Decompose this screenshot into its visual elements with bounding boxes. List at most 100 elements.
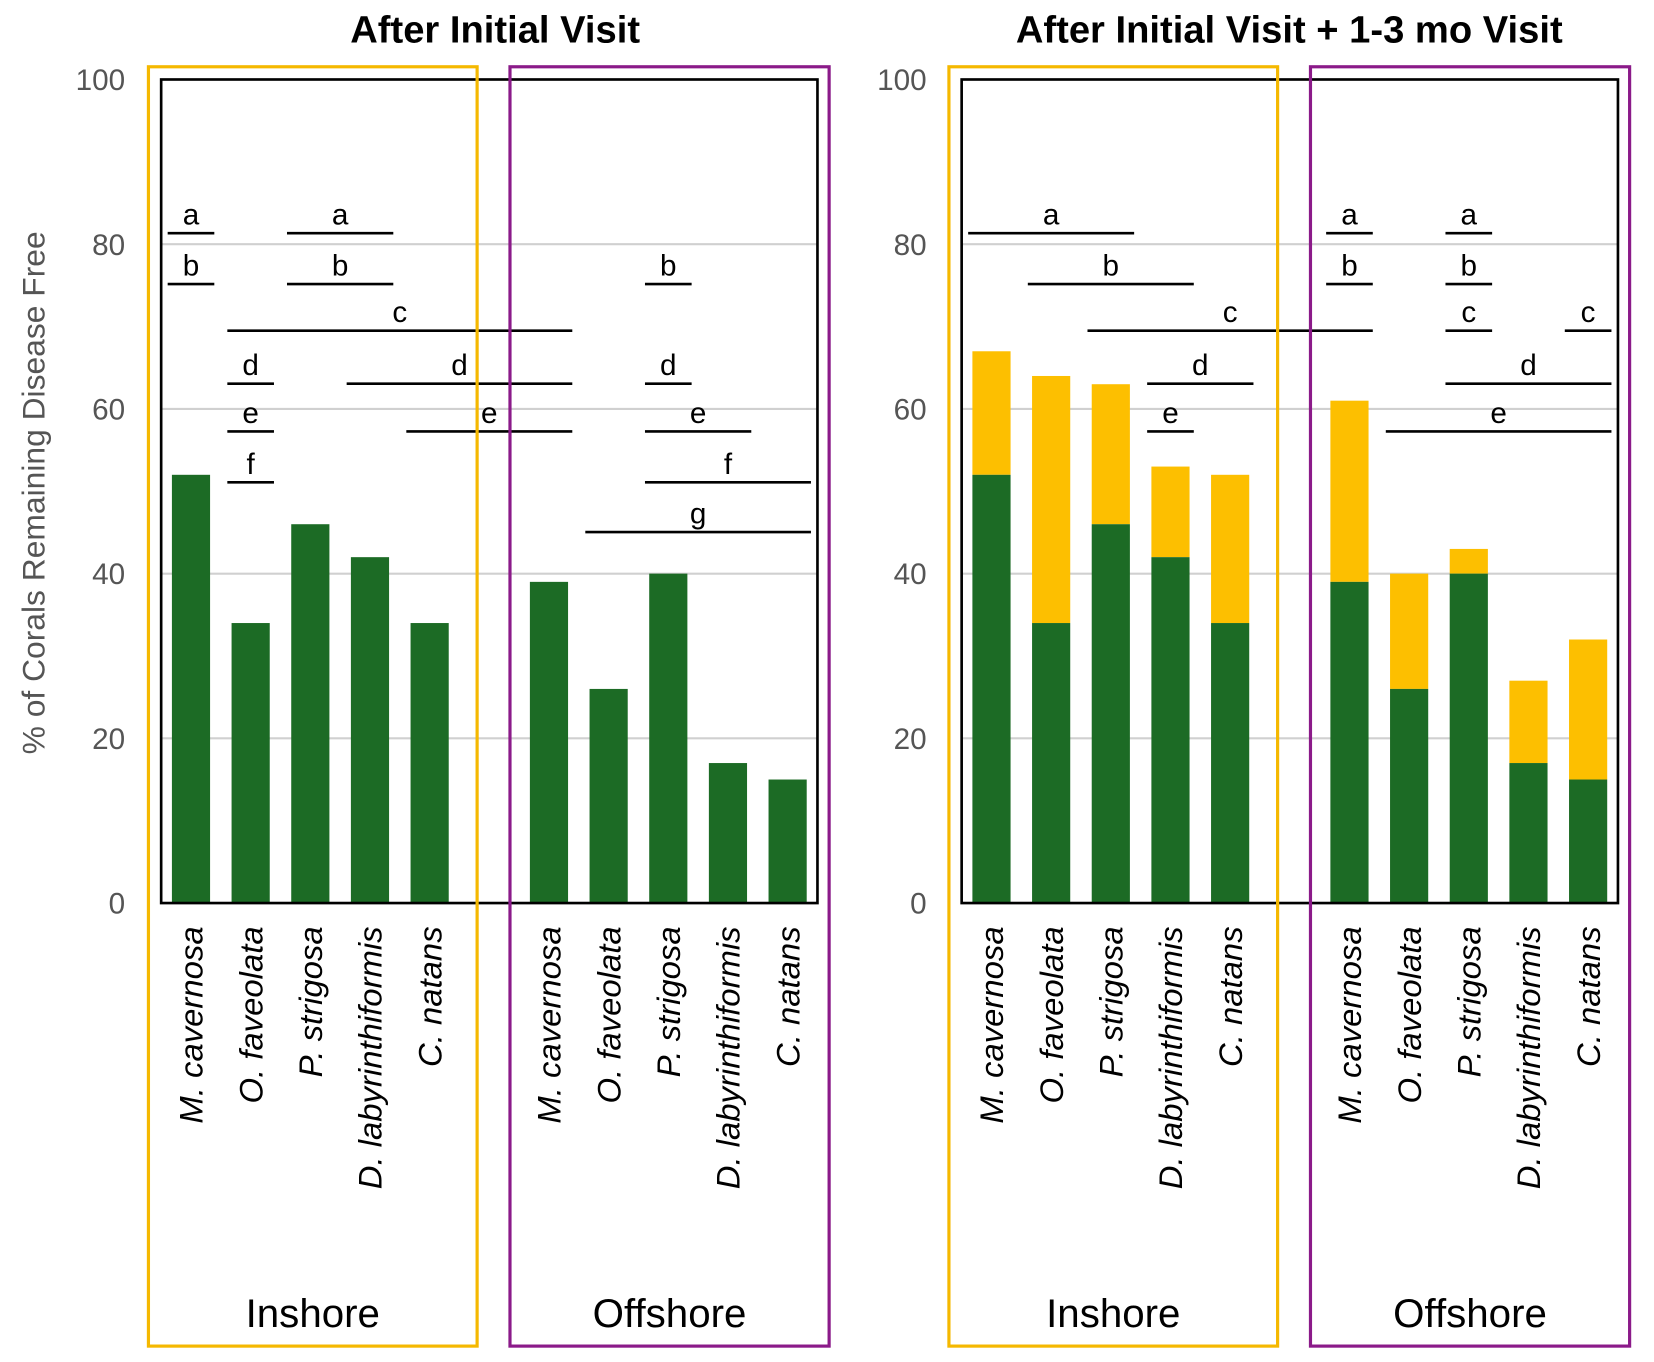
- category-label: D. labyrinthiformis: [1510, 926, 1547, 1189]
- y-tick-label: 20: [894, 723, 927, 756]
- significance-letter: c: [1223, 296, 1238, 329]
- group-label: Offshore: [593, 1291, 747, 1336]
- category-label: D. labyrinthiformis: [352, 926, 389, 1189]
- category-label: C. natans: [1570, 926, 1607, 1067]
- significance-letter: a: [332, 199, 349, 232]
- offshore-box: [508, 65, 831, 1348]
- y-tick-label: 0: [910, 888, 927, 921]
- significance-letter: e: [690, 397, 707, 430]
- significance-letter: d: [1192, 349, 1209, 382]
- bar-initial: [171, 474, 211, 904]
- bar-followup: [972, 351, 1011, 475]
- y-tick-label: 100: [877, 64, 927, 97]
- significance-letter: f: [724, 448, 733, 481]
- bar-initial: [708, 763, 748, 904]
- plot-frame: [960, 78, 1620, 905]
- significance-letter: d: [451, 349, 468, 382]
- bar-initial: [1330, 581, 1369, 904]
- chart-title: After Initial Visit + 1-3 mo Visit: [1016, 8, 1563, 51]
- bar-followup: [1032, 375, 1071, 624]
- y-tick-label: 40: [92, 558, 125, 591]
- y-tick-label: 60: [92, 394, 125, 427]
- bar-initial: [231, 623, 270, 904]
- significance-letter: b: [183, 250, 200, 283]
- y-tick-label: 0: [109, 888, 126, 921]
- significance-letter: b: [1103, 250, 1120, 283]
- bar-initial: [589, 688, 628, 904]
- category-label: C. natans: [411, 926, 448, 1067]
- bar-initial: [1390, 688, 1429, 904]
- category-label: D. labyrinthiformis: [710, 926, 747, 1189]
- significance-letter: e: [242, 397, 259, 430]
- category-label: O. faveolata: [1033, 926, 1070, 1103]
- group-label: Inshore: [246, 1291, 380, 1336]
- significance-letter: a: [183, 199, 200, 232]
- y-tick-label: 80: [894, 229, 927, 262]
- offshore-box: [1308, 65, 1632, 1348]
- bar-initial: [649, 573, 688, 904]
- bar-initial: [410, 623, 449, 904]
- group-label: Inshore: [1046, 1291, 1180, 1336]
- bar-followup: [1330, 400, 1369, 582]
- significance-letter: e: [1162, 397, 1179, 430]
- y-tick-label: 100: [76, 64, 126, 97]
- significance-letter: b: [660, 250, 677, 283]
- significance-letter: d: [1520, 349, 1537, 382]
- significance-letter: c: [392, 296, 407, 329]
- category-label: M. cavernosa: [531, 926, 568, 1123]
- category-label: M. cavernosa: [973, 926, 1010, 1123]
- significance-letter: a: [1341, 199, 1358, 232]
- bar-followup: [1151, 466, 1190, 558]
- bar-initial: [1449, 573, 1488, 904]
- y-tick-label: 40: [894, 558, 927, 591]
- bar-followup: [1569, 639, 1608, 780]
- bar-followup: [1091, 384, 1130, 525]
- significance-letter: b: [1341, 250, 1358, 283]
- chart-after-initial-visit: After Initial Visit 0 20 40 60 80 100 M. cavern…: [76, 8, 831, 1348]
- category-label: P. strigosa: [1450, 926, 1487, 1077]
- y-tick-label: 60: [894, 394, 927, 427]
- bar-followup: [1390, 573, 1429, 689]
- significance-letter: e: [481, 397, 498, 430]
- y-tick-label: 80: [92, 229, 125, 262]
- bar-followup: [1509, 680, 1548, 764]
- category-label: M. cavernosa: [1331, 926, 1368, 1123]
- significance-letter: a: [1461, 199, 1478, 232]
- bar-initial: [529, 581, 569, 904]
- category-label: C. natans: [1212, 926, 1249, 1067]
- bar-followup: [1449, 548, 1488, 574]
- y-tick-label: 20: [92, 723, 125, 756]
- bar-initial: [1569, 779, 1608, 904]
- bar-initial: [291, 524, 330, 904]
- bar-initial: [1091, 524, 1130, 904]
- significance-letter: f: [247, 448, 256, 481]
- bar-initial: [1151, 557, 1190, 904]
- category-label: D. labyrinthiformis: [1152, 926, 1189, 1189]
- category-label: P. strigosa: [650, 926, 687, 1077]
- bar-followup: [1211, 474, 1250, 624]
- category-label: O. faveolata: [232, 926, 269, 1103]
- category-label: P. strigosa: [292, 926, 329, 1077]
- y-axis-label: % of Corals Remaining Disease Free: [16, 231, 52, 754]
- category-label: C. natans: [769, 926, 806, 1067]
- significance-letter: d: [660, 349, 677, 382]
- bar-initial: [1509, 763, 1548, 904]
- significance-letter: d: [242, 349, 259, 382]
- significance-letter: a: [1043, 199, 1060, 232]
- bar-initial: [1211, 623, 1250, 904]
- inshore-box: [146, 65, 479, 1348]
- significance-letter: b: [1461, 250, 1478, 283]
- category-label: M. cavernosa: [173, 926, 210, 1123]
- significance-letter: c: [1461, 296, 1476, 329]
- chart-title: After Initial Visit: [350, 8, 640, 51]
- bar-initial: [1032, 623, 1071, 904]
- bar-initial: [972, 474, 1011, 904]
- plot-frame: [159, 78, 819, 905]
- significance-letter: b: [332, 250, 349, 283]
- chart-after-followup-visit: After Initial Visit + 1-3 mo Visit 0 20 40 6…: [877, 8, 1632, 1348]
- significance-letter: c: [1581, 296, 1596, 329]
- bar-initial: [768, 779, 807, 904]
- category-label: O. faveolata: [590, 926, 627, 1103]
- inshore-box: [947, 65, 1280, 1348]
- category-label: P. strigosa: [1092, 926, 1129, 1077]
